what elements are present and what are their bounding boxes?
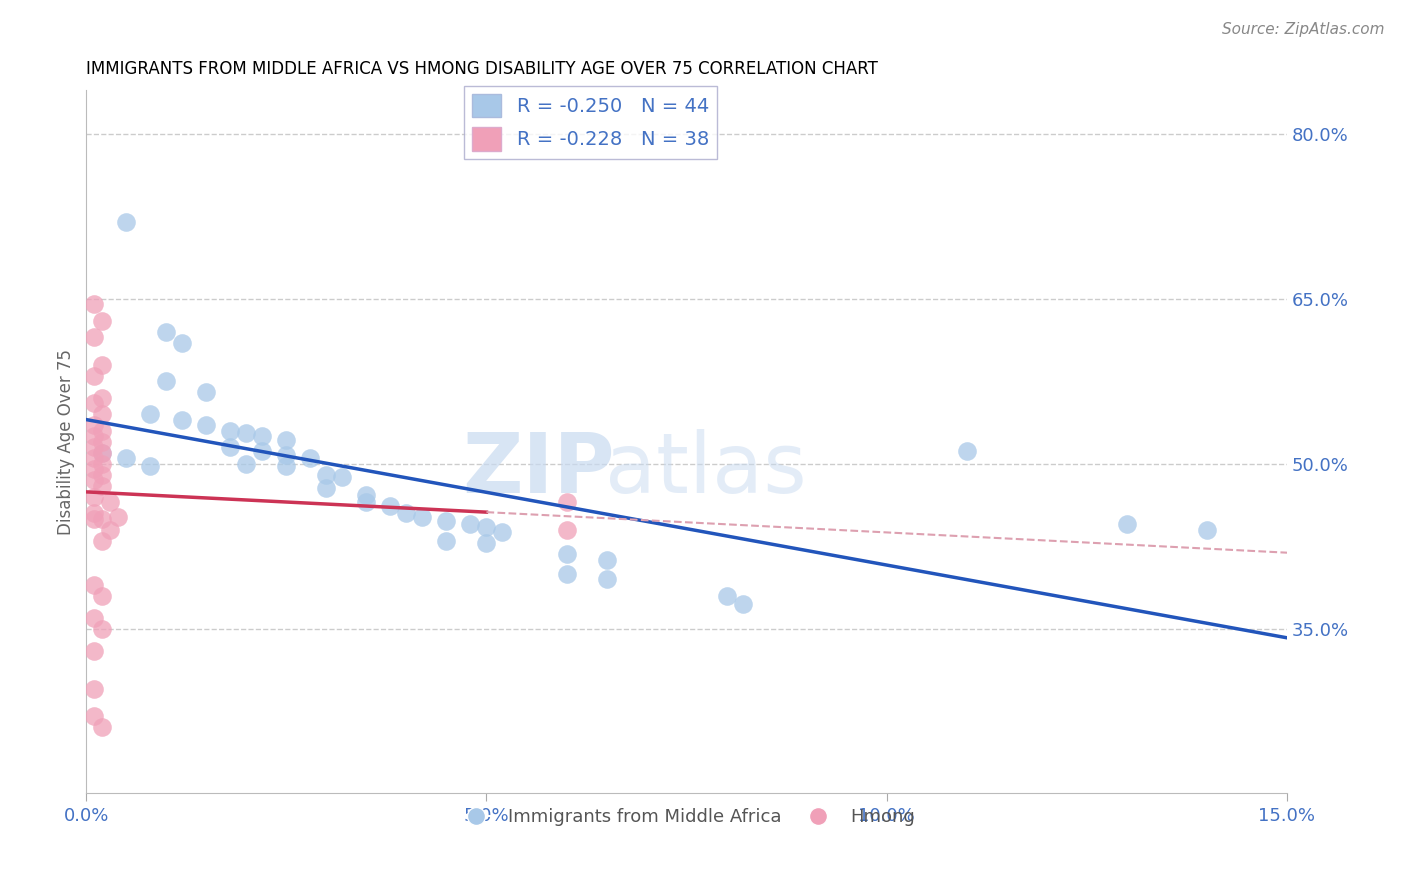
Point <box>315 467 337 482</box>
Point <box>139 408 162 422</box>
Point <box>395 506 418 520</box>
Point <box>195 418 218 433</box>
Point <box>91 314 114 328</box>
Point <box>276 433 298 447</box>
Point <box>83 610 105 624</box>
Point <box>83 462 105 476</box>
Point <box>1115 517 1137 532</box>
Text: ZIP: ZIP <box>463 429 614 510</box>
Point <box>83 368 105 383</box>
Point <box>91 479 114 493</box>
Point <box>460 517 482 532</box>
Point <box>356 495 378 509</box>
Point <box>98 495 121 509</box>
Point <box>83 681 105 696</box>
Point <box>555 547 578 561</box>
Point <box>98 523 121 537</box>
Point <box>956 443 979 458</box>
Point <box>716 589 738 603</box>
Point <box>83 506 105 520</box>
Point <box>436 514 458 528</box>
Point <box>356 487 378 501</box>
Point <box>172 413 194 427</box>
Legend: Immigrants from Middle Africa, Hmong: Immigrants from Middle Africa, Hmong <box>451 801 922 833</box>
Point <box>107 509 129 524</box>
Point <box>91 622 114 636</box>
Point <box>91 589 114 603</box>
Point <box>83 709 105 723</box>
Point <box>299 451 322 466</box>
Point <box>83 440 105 454</box>
Point <box>155 325 177 339</box>
Point <box>219 424 242 438</box>
Point <box>91 446 114 460</box>
Point <box>83 330 105 344</box>
Point <box>411 509 433 524</box>
Point <box>475 536 498 550</box>
Point <box>83 297 105 311</box>
Point <box>276 448 298 462</box>
Point <box>83 429 105 443</box>
Point <box>83 577 105 591</box>
Point <box>91 721 114 735</box>
Point <box>195 385 218 400</box>
Point <box>731 598 754 612</box>
Point <box>155 375 177 389</box>
Point <box>139 458 162 473</box>
Point <box>83 643 105 657</box>
Point <box>83 418 105 433</box>
Point <box>475 520 498 534</box>
Point <box>91 457 114 471</box>
Point <box>91 424 114 438</box>
Point <box>555 495 578 509</box>
Y-axis label: Disability Age Over 75: Disability Age Over 75 <box>58 349 75 535</box>
Point <box>219 440 242 454</box>
Point <box>252 429 274 443</box>
Point <box>91 391 114 405</box>
Point <box>595 572 617 586</box>
Point <box>91 446 114 460</box>
Point <box>235 457 257 471</box>
Text: atlas: atlas <box>605 429 807 510</box>
Text: Source: ZipAtlas.com: Source: ZipAtlas.com <box>1222 22 1385 37</box>
Point <box>83 451 105 466</box>
Point <box>252 443 274 458</box>
Point <box>115 451 138 466</box>
Point <box>83 396 105 410</box>
Point <box>91 512 114 526</box>
Point <box>555 566 578 581</box>
Point <box>91 467 114 482</box>
Point <box>83 473 105 487</box>
Point <box>315 481 337 495</box>
Point <box>332 470 354 484</box>
Point <box>380 499 402 513</box>
Point <box>91 434 114 449</box>
Point <box>91 533 114 548</box>
Point <box>491 524 513 539</box>
Point <box>115 215 138 229</box>
Point <box>1195 523 1218 537</box>
Point <box>436 533 458 548</box>
Point <box>83 512 105 526</box>
Point <box>235 425 257 440</box>
Point <box>172 335 194 350</box>
Text: IMMIGRANTS FROM MIDDLE AFRICA VS HMONG DISABILITY AGE OVER 75 CORRELATION CHART: IMMIGRANTS FROM MIDDLE AFRICA VS HMONG D… <box>86 60 879 78</box>
Point <box>91 358 114 372</box>
Point <box>91 408 114 422</box>
Point <box>595 553 617 567</box>
Point <box>276 458 298 473</box>
Point <box>83 490 105 504</box>
Point <box>555 523 578 537</box>
